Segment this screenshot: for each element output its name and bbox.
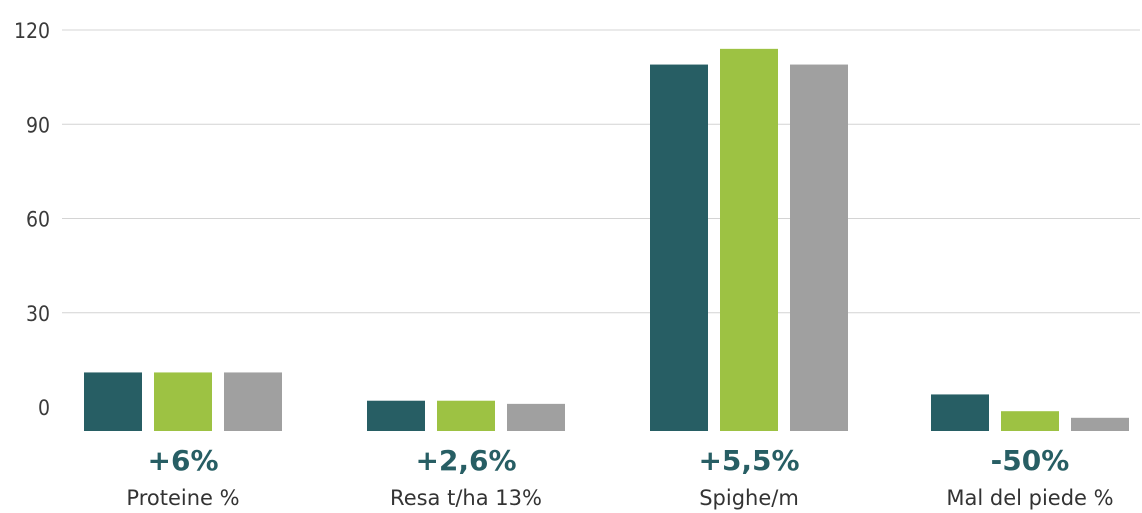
gridlines: [62, 29, 1140, 314]
bars: [84, 48, 1129, 431]
bar: [790, 64, 848, 431]
bar: [931, 394, 989, 431]
category-change-label: +6%: [148, 444, 219, 477]
y-tick-label: 60: [26, 208, 50, 232]
x-tick-label: Proteine %: [126, 486, 239, 510]
bar: [1071, 417, 1129, 431]
x-tick-label: Spighe/m: [699, 486, 799, 510]
bar: [650, 64, 708, 431]
category-labels: +6% Proteine % +2,6% Resa t/ha 13% +5,5% Spig…: [126, 444, 1113, 510]
x-tick-label: Resa t/ha 13%: [390, 486, 542, 510]
y-tick-label: 90: [26, 113, 50, 137]
y-axis-ticks: 120 90 60 30 0: [14, 19, 50, 420]
bar: [1001, 411, 1059, 431]
bar: [367, 400, 425, 431]
bar: [507, 403, 565, 431]
bar: [720, 48, 778, 431]
category-change-label: +5,5%: [698, 444, 799, 477]
bar: [437, 400, 495, 431]
category-change-label: -50%: [991, 444, 1070, 477]
bar: [224, 372, 282, 431]
bar: [84, 372, 142, 431]
x-tick-label: Mal del piede %: [946, 486, 1113, 510]
category-change-label: +2,6%: [415, 444, 516, 477]
y-tick-label: 120: [14, 19, 50, 43]
y-tick-label: 30: [26, 302, 50, 326]
bar: [154, 372, 212, 431]
y-tick-label: 0: [38, 396, 50, 420]
